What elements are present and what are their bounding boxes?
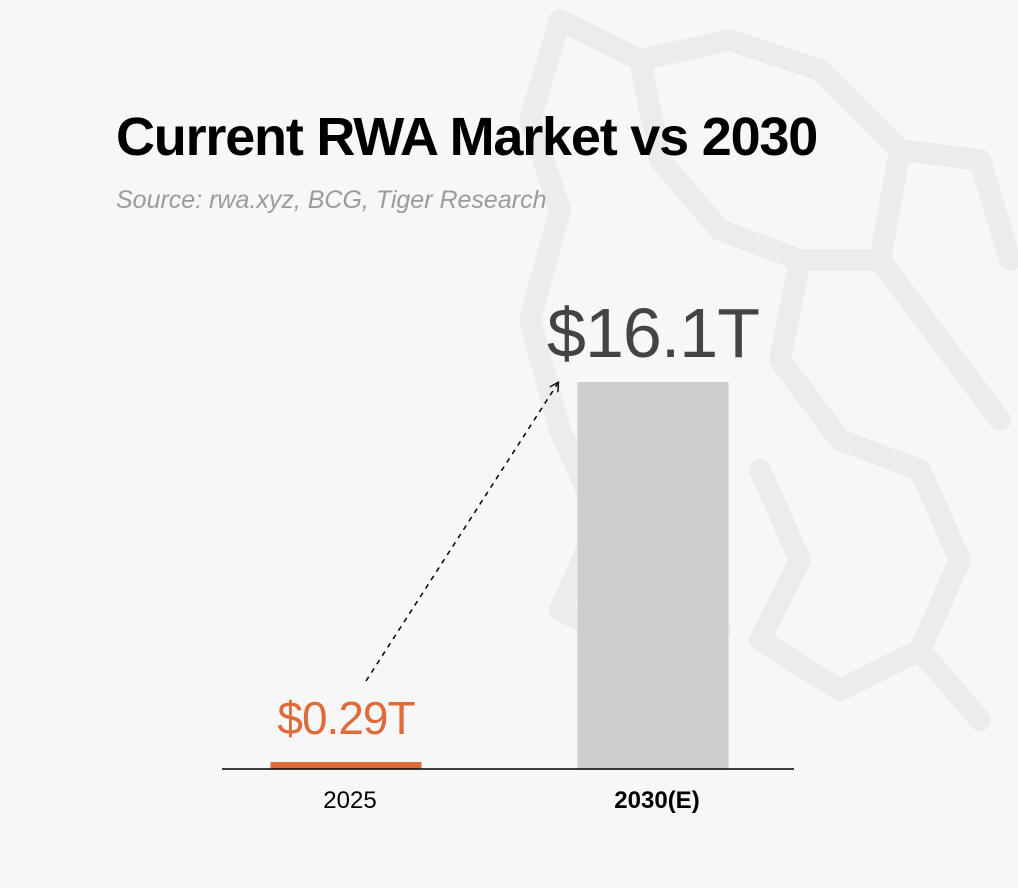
bar-2030-e (577, 382, 729, 769)
labels-layer: $0.29T 2025 $16.1T 2030(E) (277, 294, 760, 814)
bars-layer (270, 382, 729, 769)
chart-title: Current RWA Market vs 2030 (116, 107, 818, 167)
value-label: $0.29T (277, 692, 415, 744)
bar-2025 (270, 762, 422, 769)
growth-arrow (365, 383, 558, 682)
value-label: $16.1T (547, 294, 759, 372)
x-tick-label: 2030(E) (614, 787, 699, 814)
chart-source: Source: rwa.xyz, BCG, Tiger Research (116, 186, 547, 214)
x-tick-label: 2025 (323, 787, 376, 814)
